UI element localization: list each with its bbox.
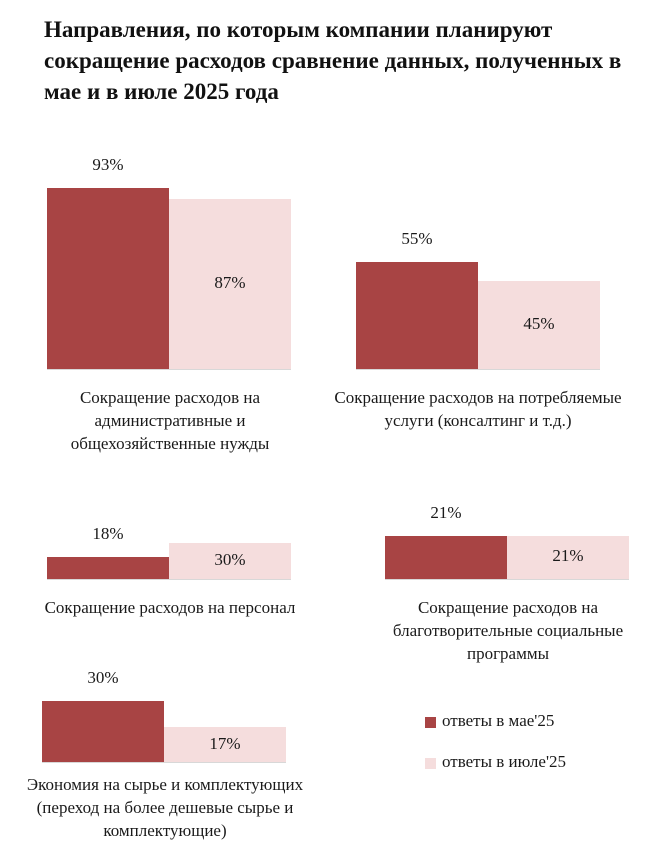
value-label: 18% [92,524,124,544]
category-label: Экономия на сырье и комплектующих (перех… [26,775,304,840]
axis-line [356,369,600,370]
category-label: Сокращение расходов на административные … [70,388,270,453]
category-label: Сокращение расходов на потребляемые услу… [334,388,622,430]
bar-may [42,700,164,762]
legend-swatch-july [425,758,436,769]
bar-july [169,199,291,369]
value-label: 30% [87,667,119,687]
bar-july [478,281,600,369]
axis-line [47,579,291,580]
value-label: 21% [430,502,462,522]
value-label: 45% [523,314,555,334]
chart-title: Направления, по которым компании планиру… [44,17,622,104]
value-label: 21% [552,546,584,566]
bar-may [356,261,478,369]
axis-line [385,579,629,580]
axis-line [47,369,291,370]
axis-line [42,762,286,763]
bar-july [164,727,286,762]
category-label: Сокращение расходов на персонал [44,598,296,617]
bar-july [169,543,291,579]
value-label: 87% [214,273,246,293]
value-label: 55% [401,228,433,248]
bar-july [507,535,629,579]
bar-may [385,535,507,579]
legend-swatch-may [425,717,436,728]
value-label: 17% [209,733,241,753]
value-label: 30% [214,550,246,569]
legend-label-july: ответы в июле'25 [442,752,567,771]
value-label: 93% [92,154,124,174]
bar-may [47,187,169,369]
legend-label-may: ответы в мае'25 [442,711,555,730]
category-label: Сокращение расходов на благотворительные… [392,598,624,663]
bar-may [47,557,169,579]
